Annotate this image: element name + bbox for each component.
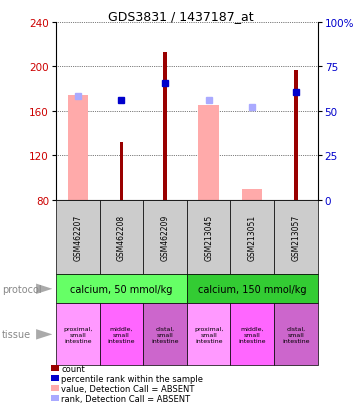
Text: rank, Detection Call = ABSENT: rank, Detection Call = ABSENT [61, 394, 191, 403]
Bar [230, 200, 274, 275]
Bar [56, 275, 187, 304]
Text: distal,
small
intestine: distal, small intestine [282, 326, 310, 343]
Text: GSM213045: GSM213045 [204, 214, 213, 261]
Bar [187, 275, 318, 304]
Text: GSM213057: GSM213057 [291, 214, 300, 261]
Text: calcium, 50 mmol/kg: calcium, 50 mmol/kg [70, 284, 173, 294]
Bar [242, 189, 262, 200]
Bar [163, 53, 167, 200]
Bar [199, 106, 219, 200]
Text: value, Detection Call = ABSENT: value, Detection Call = ABSENT [61, 384, 195, 393]
Text: GSM462209: GSM462209 [161, 214, 170, 261]
Text: distal,
small
intestine: distal, small intestine [151, 326, 179, 343]
Text: protocol: protocol [2, 284, 42, 294]
Polygon shape [36, 284, 52, 294]
Bar [100, 304, 143, 366]
Text: GDS3831 / 1437187_at: GDS3831 / 1437187_at [108, 10, 253, 23]
Text: tissue: tissue [2, 330, 31, 339]
Bar [52, 395, 59, 401]
Text: GSM462208: GSM462208 [117, 214, 126, 261]
Bar [187, 200, 230, 275]
Text: GSM213051: GSM213051 [248, 214, 257, 261]
Bar [187, 304, 230, 366]
Bar [56, 304, 100, 366]
Polygon shape [36, 329, 52, 340]
Text: calcium, 150 mmol/kg: calcium, 150 mmol/kg [198, 284, 306, 294]
Bar [100, 200, 143, 275]
Bar [68, 96, 88, 200]
Text: count: count [61, 364, 85, 373]
Text: middle,
small
intestine: middle, small intestine [108, 326, 135, 343]
Bar [56, 200, 100, 275]
Text: middle,
small
intestine: middle, small intestine [239, 326, 266, 343]
Bar [52, 385, 59, 391]
Bar [274, 304, 318, 366]
Text: percentile rank within the sample: percentile rank within the sample [61, 374, 203, 383]
Bar [143, 200, 187, 275]
Bar [52, 375, 59, 381]
Bar [274, 200, 318, 275]
Bar [294, 71, 298, 200]
Text: proximal,
small
intestine: proximal, small intestine [194, 326, 223, 343]
Text: proximal,
small
intestine: proximal, small intestine [63, 326, 92, 343]
Bar [119, 142, 123, 200]
Text: GSM462207: GSM462207 [73, 214, 82, 261]
Bar [52, 366, 59, 371]
Bar [143, 304, 187, 366]
Bar [230, 304, 274, 366]
